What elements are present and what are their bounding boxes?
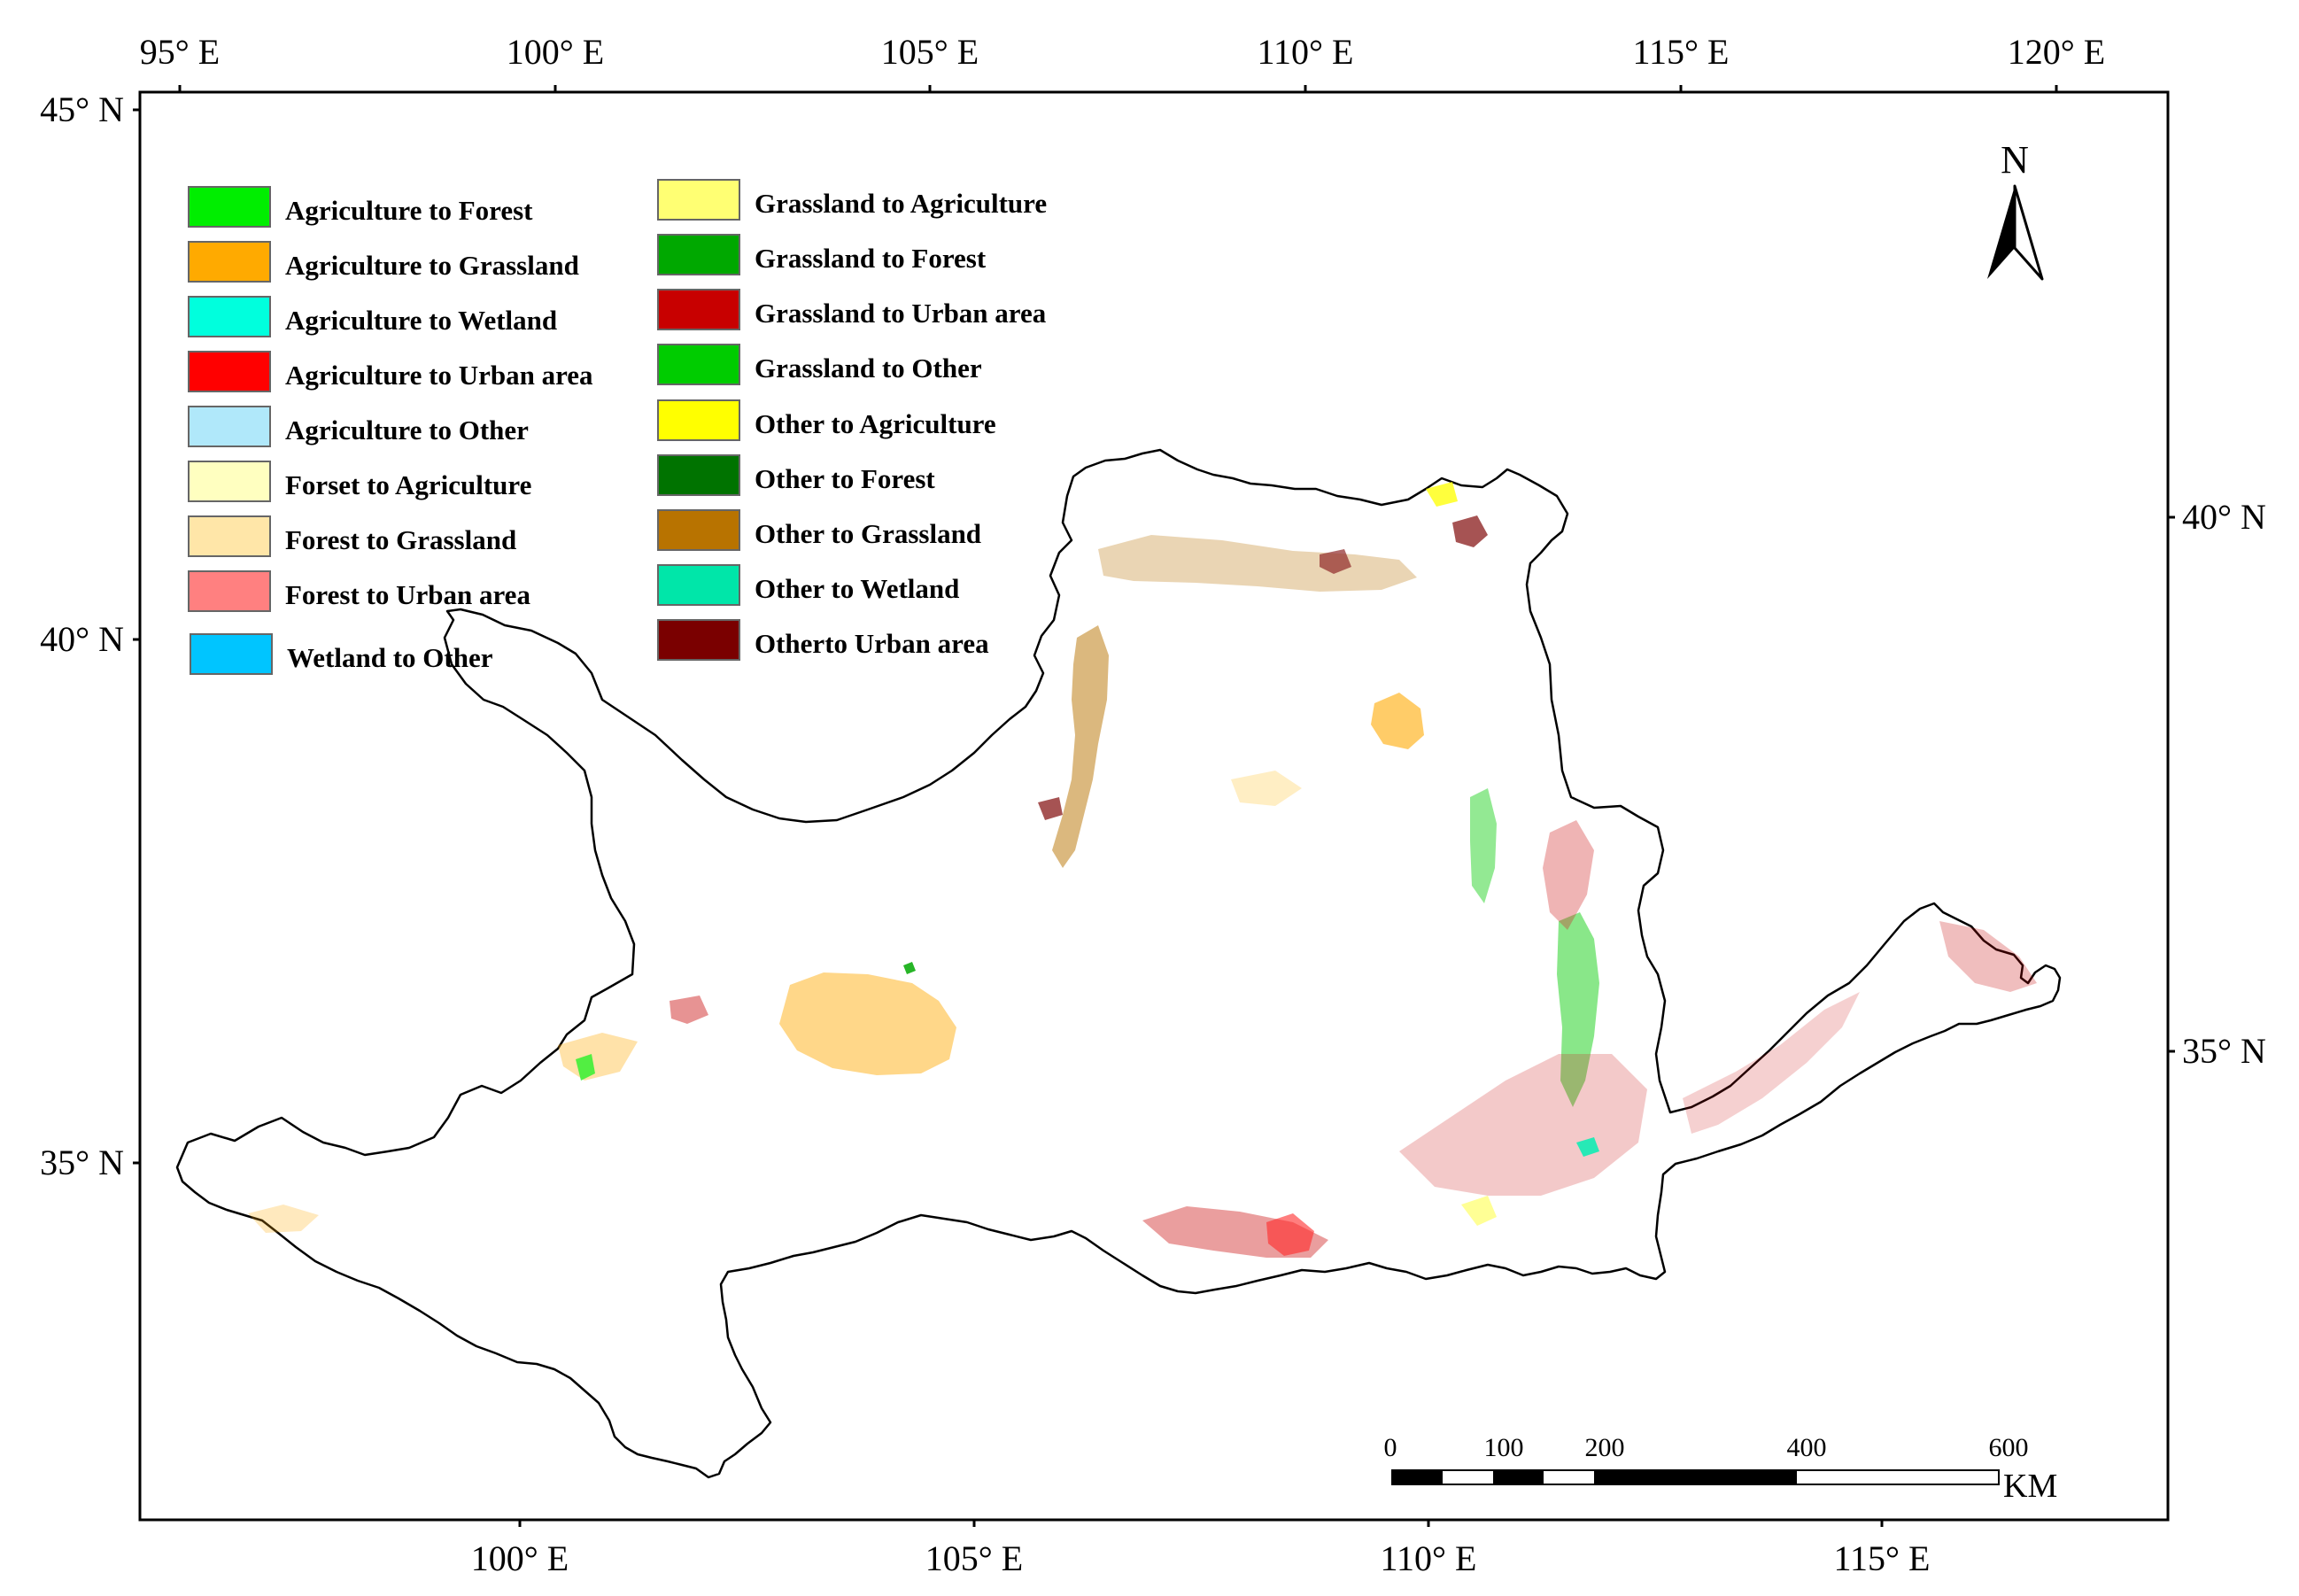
legend-label: Grassland to Agriculture: [755, 188, 1047, 219]
patch-urban-fenwei: [1399, 1054, 1647, 1196]
legend-swatch: [657, 509, 740, 551]
bottom-tick-label: 110° E: [1381, 1538, 1477, 1578]
patch-urban-east: [1543, 820, 1594, 930]
top-tick-group: 95° E 100° E 105° E 110° E 115° E 120° E: [140, 32, 2105, 92]
bottom-tick-label: 100° E: [471, 1538, 569, 1578]
legend-swatch: [657, 564, 740, 606]
bottom-tick-label: 115° E: [1834, 1538, 1931, 1578]
legend-label: Grassland to Other: [755, 353, 982, 384]
legend-swatch: [188, 351, 271, 392]
top-tick-label: 105° E: [881, 32, 979, 72]
top-tick-label: 100° E: [507, 32, 604, 72]
patch-urban-lower: [1683, 992, 1860, 1134]
legend-label: Agriculture to Other: [285, 414, 529, 445]
scale-tick-label: 600: [1989, 1433, 2029, 1462]
legend-label: Wetland to Other: [287, 642, 493, 673]
legend-left-column: Agriculture to Forest Agriculture to Gra…: [188, 186, 593, 675]
patch-other-to-agriculture: [1426, 482, 1458, 507]
scale-tick-label: 200: [1585, 1433, 1625, 1462]
legend-swatch: [657, 399, 740, 441]
legend-swatch: [190, 633, 273, 675]
scale-tick-label: 400: [1787, 1433, 1827, 1462]
legend-swatch: [188, 186, 271, 228]
patch-grassland-to-other-mid: [1470, 788, 1497, 903]
patch-other-to-wetland: [1576, 1137, 1599, 1157]
left-tick-label: 40° N: [40, 619, 124, 659]
legend-label: Agriculture to Wetland: [285, 305, 557, 336]
legend-label: Other to Grassland: [755, 518, 981, 549]
legend-label: Grassland to Urban area: [755, 298, 1047, 329]
legend-label: Otherto Urban area: [755, 628, 989, 659]
patch-otherto-urban-2: [1320, 549, 1351, 574]
legend-swatch: [188, 406, 271, 447]
patch-other-to-grassland-north: [1098, 535, 1417, 592]
patch-agri-to-grassland-ordos: [1371, 693, 1424, 749]
patch-grassland-to-urban-west: [670, 996, 708, 1024]
top-tick-label: 95° E: [140, 32, 220, 72]
legend-label: Agriculture to Grassland: [285, 250, 579, 281]
legend-label: Agriculture to Forest: [285, 195, 533, 226]
legend-swatch: [657, 454, 740, 496]
legend-swatch: [657, 289, 740, 330]
right-tick-group: 40° N 35° N: [2168, 497, 2266, 1071]
patch-agri-to-forest-west: [576, 1054, 595, 1081]
bottom-tick-label: 105° E: [925, 1538, 1023, 1578]
legend-swatch: [188, 515, 271, 557]
legend-swatch: [657, 344, 740, 385]
legend-swatch: [657, 234, 740, 275]
patch-other-to-grassland: [1052, 625, 1109, 868]
legend-label: Other to Agriculture: [755, 408, 996, 439]
patch-agri-to-grassland-west: [558, 1033, 638, 1081]
right-tick-label: 35° N: [2182, 1031, 2266, 1071]
legend-label: Forset to Agriculture: [285, 469, 531, 500]
legend-swatch: [188, 461, 271, 502]
legend-label: Forest to Urban area: [285, 579, 530, 610]
patch-agri-to-grassland: [779, 972, 956, 1075]
top-tick-label: 110° E: [1258, 32, 1354, 72]
legend-label: Other to Forest: [755, 463, 935, 494]
scale-bar: 0 100 200 400 600 KM: [1384, 1433, 2058, 1505]
change-patches: [248, 482, 2037, 1258]
top-tick-label: 120° E: [2008, 32, 2105, 72]
patch-otherto-urban-north: [1452, 515, 1488, 547]
left-tick-group: 45° N 40° N 35° N: [40, 89, 140, 1182]
legend-swatch: [188, 241, 271, 283]
patch-grassland-to-forest: [903, 962, 916, 974]
right-tick-label: 40° N: [2182, 497, 2266, 537]
scale-tick-label: 0: [1384, 1433, 1397, 1462]
patch-urban-delta: [1939, 921, 2037, 992]
legend-label: Forest to Grassland: [285, 524, 516, 555]
legend-label: Agriculture to Urban area: [285, 360, 593, 391]
patch-forest-to-grassland: [1231, 771, 1302, 806]
left-tick-label: 35° N: [40, 1143, 124, 1182]
legend-label: Grassland to Forest: [755, 243, 987, 274]
basin-outline: [175, 448, 2062, 1479]
patch-urban-hub: [1266, 1213, 1314, 1256]
patch-otherto-urban-west: [1038, 797, 1063, 820]
top-tick-label: 115° E: [1633, 32, 1730, 72]
bottom-tick-group: 100° E 105° E 110° E 115° E: [471, 1520, 1931, 1578]
north-arrow: N: [1987, 138, 2044, 281]
patch-grassland-to-other-east: [1557, 912, 1599, 1107]
scale-unit-label: KM: [2003, 1468, 2057, 1505]
patch-grassland-to-agriculture: [1461, 1196, 1497, 1226]
scale-tick-label: 100: [1484, 1433, 1524, 1462]
legend-right-column: Grassland to Agriculture Grassland to Fo…: [657, 179, 1047, 661]
legend-swatch: [188, 296, 271, 337]
patch-agri-to-grassland-southwest: [248, 1205, 319, 1233]
north-arrow-icon: [1987, 184, 2044, 281]
north-arrow-letter: N: [2001, 138, 2029, 182]
legend-label: Other to Wetland: [755, 573, 959, 604]
legend-swatch: [657, 179, 740, 221]
legend-swatch: [188, 570, 271, 612]
legend-swatch: [657, 619, 740, 661]
left-tick-label: 45° N: [40, 89, 124, 129]
